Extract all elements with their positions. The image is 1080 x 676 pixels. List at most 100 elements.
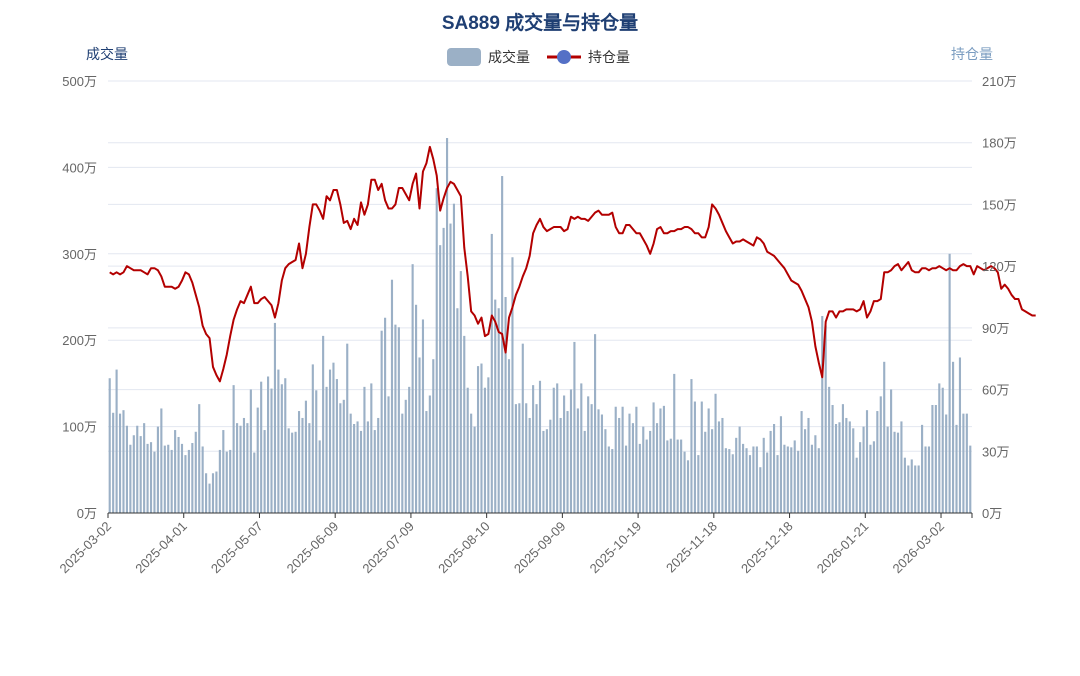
volume-bar (428, 395, 431, 513)
volume-bar (167, 444, 170, 513)
volume-bar (773, 424, 776, 513)
volume-bar (645, 439, 648, 513)
volume-bar (728, 449, 731, 513)
volume-bar (273, 322, 277, 513)
volume-bar (604, 429, 607, 513)
volume-bar (315, 390, 318, 513)
volume-bar (676, 439, 679, 513)
volume-bar (745, 448, 748, 513)
volume-bar (132, 435, 135, 513)
volume-bar (731, 454, 734, 513)
volume-bar (714, 393, 717, 513)
volume-bar (528, 417, 531, 513)
volume-bar (504, 297, 507, 513)
volume-bar (153, 451, 156, 513)
volume-bar (910, 459, 913, 513)
volume-bar (301, 417, 304, 513)
volume-bar (332, 362, 335, 513)
volume-bar (903, 457, 906, 513)
volume-bar (411, 264, 414, 513)
volume-bar (686, 460, 690, 513)
volume-bar (507, 359, 511, 513)
volume-bar (607, 446, 610, 513)
volume-bar (907, 465, 910, 513)
legend-item-volume[interactable]: 成交量 (447, 48, 530, 66)
x-tick-label: 2025-12-18 (738, 519, 796, 577)
x-tick-label: 2025-05-07 (208, 519, 266, 577)
volume-bar (828, 386, 831, 513)
volume-bar (859, 442, 862, 513)
volume-bar (807, 417, 810, 513)
volume-bar (883, 361, 886, 513)
volume-bar (766, 452, 769, 513)
x-tick-label: 2025-06-09 (284, 519, 342, 577)
volume-bar (263, 430, 266, 513)
volume-bar (838, 422, 841, 513)
volume-bar (139, 436, 142, 513)
volume-bar (624, 445, 628, 513)
volume-bar (249, 389, 252, 513)
volume-bar (174, 430, 177, 513)
volume-bars (108, 138, 972, 514)
left-axis-ticks: 0万 100万 200万 300万 400万 500万 (62, 74, 97, 521)
volume-bar (439, 245, 442, 513)
volume-bar (511, 257, 514, 513)
volume-bar (325, 386, 328, 513)
volume-bar (538, 380, 542, 513)
volume-bar (191, 443, 194, 513)
volume-bar (666, 440, 669, 513)
x-tick-label: 2025-09-09 (511, 519, 569, 577)
right-tick-label: 180万 (982, 136, 1017, 151)
x-tick-label: 2025-11-18 (663, 519, 720, 576)
volume-bar (149, 442, 153, 513)
volume-bar (941, 387, 944, 513)
volume-bar (490, 233, 493, 513)
legend[interactable]: 成交量 持仓量 (447, 48, 630, 66)
volume-bar (476, 366, 480, 513)
volume-bar (958, 357, 962, 513)
volume-bar (425, 411, 428, 513)
volume-bar (566, 411, 569, 513)
open-interest-series-line (109, 145, 1036, 383)
volume-bar (442, 227, 445, 513)
left-tick-label: 100万 (62, 420, 97, 435)
volume-bar (700, 401, 703, 513)
volume-bar (559, 417, 562, 513)
volume-bar (755, 446, 758, 513)
volume-bar (239, 425, 242, 513)
volume-bar (115, 369, 118, 513)
volume-bar (387, 396, 390, 513)
legend-item-open-interest[interactable]: 持仓量 (547, 49, 630, 65)
volume-bar (521, 343, 524, 513)
volume-bar (803, 429, 807, 513)
volume-bar (704, 431, 707, 513)
volume-bar (693, 401, 696, 513)
volume-bar (129, 444, 132, 513)
right-tick-label: 60万 (982, 383, 1009, 398)
volume-bar (291, 432, 294, 513)
volume-bar (349, 413, 352, 513)
volume-bar (587, 396, 590, 513)
volume-bar (738, 426, 741, 513)
volume-bar (177, 436, 180, 513)
right-tick-label: 0万 (982, 506, 1002, 521)
right-axis-name: 持仓量 (951, 46, 993, 62)
volume-bar (563, 395, 566, 513)
volume-bar (366, 421, 369, 513)
volume-bar (532, 385, 535, 513)
volume-bar (208, 483, 211, 513)
volume-bar (965, 413, 968, 513)
volume-bar (487, 377, 490, 513)
left-tick-label: 400万 (62, 160, 97, 175)
volume-bar (814, 435, 817, 513)
volume-bar (669, 438, 672, 513)
volume-bar (270, 388, 273, 513)
volume-bar (356, 421, 359, 513)
volume-bar (328, 369, 332, 513)
volume-bar (855, 457, 858, 513)
volume-bar (817, 448, 820, 513)
volume-bar (308, 423, 311, 513)
volume-bar (649, 430, 652, 513)
volume-bar (786, 446, 789, 513)
right-tick-label: 90万 (982, 321, 1009, 336)
